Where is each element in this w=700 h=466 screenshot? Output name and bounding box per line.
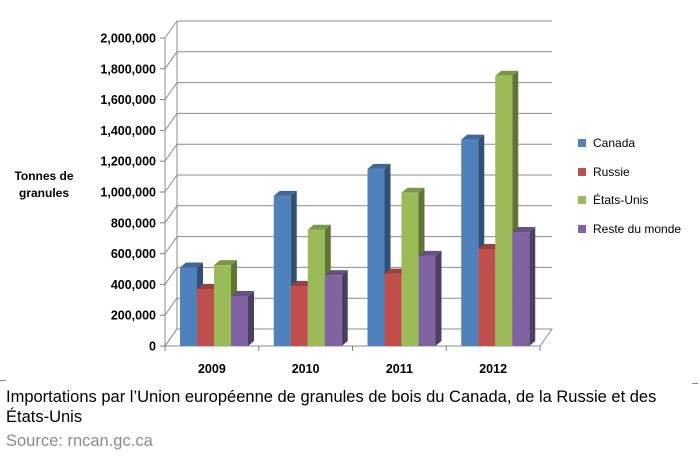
legend-item-russie: Russie	[578, 165, 696, 179]
legend-item-reste-du-monde: Reste du monde	[578, 222, 696, 236]
bar-top	[418, 250, 442, 256]
figure-source: Source: rncan.gc.ca	[6, 432, 153, 450]
y-axis-label-line-2: granules	[18, 186, 69, 200]
y-tick-label: 1,600,000	[100, 93, 156, 107]
bar-side	[341, 270, 348, 346]
chart-gridlines	[164, 20, 552, 347]
side-wall-gridline	[164, 236, 178, 254]
bar-front	[324, 275, 342, 346]
bar-top	[180, 262, 203, 268]
bar-side	[435, 250, 442, 346]
bar-top	[461, 134, 485, 140]
bar-top	[324, 270, 348, 276]
legend-label-russie: Russie	[593, 164, 630, 179]
y-tick-label: 200,000	[111, 309, 156, 323]
bar-front	[214, 265, 231, 346]
y-tick-label: 600,000	[111, 247, 156, 261]
left-edge-mark	[0, 380, 6, 381]
x-tick-label-2012: 2012	[479, 362, 507, 376]
y-axis-label-line-1: Tonnes de	[14, 169, 74, 183]
bar-reste-du-monde-2011	[418, 250, 442, 346]
legend-swatch-canada	[578, 139, 586, 147]
bar-front	[512, 232, 530, 346]
bar-front	[307, 229, 325, 346]
side-wall-gridline	[164, 174, 178, 193]
bar-front	[273, 195, 291, 346]
side-wall-gridline	[164, 113, 178, 131]
legend-label-reste-du-monde: Reste du monde	[593, 221, 682, 236]
side-wall-gridline	[164, 143, 178, 162]
chart-legend: Canada Russie États-Unis Reste du monde	[578, 136, 696, 250]
legend-label-canada: Canada	[593, 136, 636, 150]
bar-top	[401, 187, 425, 193]
bar-top	[273, 190, 297, 196]
bar-reste-du-monde-2009	[231, 290, 254, 346]
y-tick-labels: 0 200,000 400,000 600,000 800,000 1,000,000 1,…	[100, 32, 156, 354]
chart-axes	[160, 21, 553, 351]
side-wall-gridline	[164, 267, 178, 285]
side-wall-gridline	[164, 51, 178, 70]
bar-top	[231, 290, 254, 296]
y-tick-label: 1,200,000	[100, 155, 156, 169]
figure-caption: Importations par l’Union européenne de g…	[6, 388, 657, 426]
y-tick-label: 1,000,000	[100, 186, 156, 200]
y-tick-label: 1,400,000	[100, 124, 156, 138]
side-wall-gridline	[164, 205, 178, 224]
bar-side	[248, 290, 254, 346]
legend-swatch-etats-unis	[578, 196, 586, 204]
right-edge-mark	[692, 383, 698, 384]
bar-front	[197, 289, 214, 346]
x-tick-labels: 2009 2010 2011 2012	[198, 362, 507, 376]
y-axis-label: Tonnes de granules	[4, 168, 84, 202]
x-tick-label-2011: 2011	[386, 362, 413, 376]
bar-canada-2010	[273, 190, 297, 346]
side-wall-gridline	[164, 82, 178, 100]
x-tick-label-2010: 2010	[292, 362, 320, 376]
bar-chart: 0 200,000 400,000 600,000 800,000 1,000,000 1,…	[100, 20, 553, 376]
bar-top	[512, 227, 536, 233]
bar-front	[384, 273, 402, 346]
bar-front	[231, 295, 248, 346]
legend-swatch-reste-du-monde	[578, 224, 586, 233]
chart-bars	[180, 70, 536, 346]
bar-front	[418, 255, 436, 346]
y-tick-label: 800,000	[111, 216, 156, 230]
legend-swatch-russie	[578, 167, 586, 176]
bar-top	[307, 224, 331, 230]
bar-reste-du-monde-2012	[512, 227, 536, 346]
legend-label-etats-unis: États-Unis	[593, 193, 649, 207]
bar-top	[214, 260, 237, 266]
y-tick-label: 1,800,000	[100, 62, 156, 76]
bar-reste-du-monde-2010	[324, 270, 348, 346]
bar-front	[478, 248, 496, 346]
bar-top	[495, 70, 519, 76]
side-wall-gridline	[164, 20, 178, 39]
y-tick-label: 2,000,000	[100, 32, 156, 46]
bar-side	[529, 227, 536, 346]
bar-top	[367, 163, 391, 169]
bar-front	[401, 192, 419, 346]
bar-front	[290, 285, 308, 346]
side-wall-gridline	[164, 297, 178, 316]
legend-item-canada: Canada	[578, 136, 696, 150]
bar-front	[180, 267, 197, 346]
bar-front	[495, 75, 513, 346]
bar-front	[461, 139, 479, 346]
y-tick-label: 0	[149, 340, 156, 354]
bar-front	[367, 168, 385, 346]
y-tick-label: 400,000	[111, 278, 156, 292]
legend-item-etats-unis: États-Unis	[578, 193, 696, 207]
x-tick-label-2009: 2009	[198, 362, 226, 376]
